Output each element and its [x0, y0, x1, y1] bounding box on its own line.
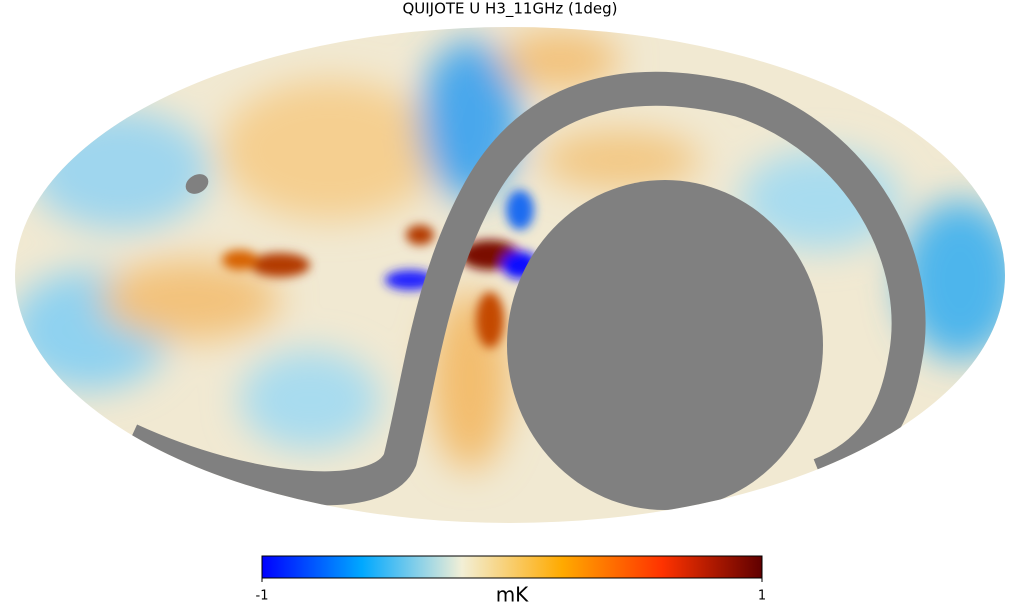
colorbar	[261, 555, 763, 579]
colorbar-gradient	[261, 555, 763, 579]
colorbar-tick-label: -1	[256, 589, 269, 604]
colorbar-tick-label: 1	[758, 589, 766, 604]
sky-map	[15, 27, 1005, 523]
map-title: QUIJOTE U H3_11GHz (1deg)	[402, 0, 617, 19]
colorbar-label: mK	[496, 583, 529, 607]
